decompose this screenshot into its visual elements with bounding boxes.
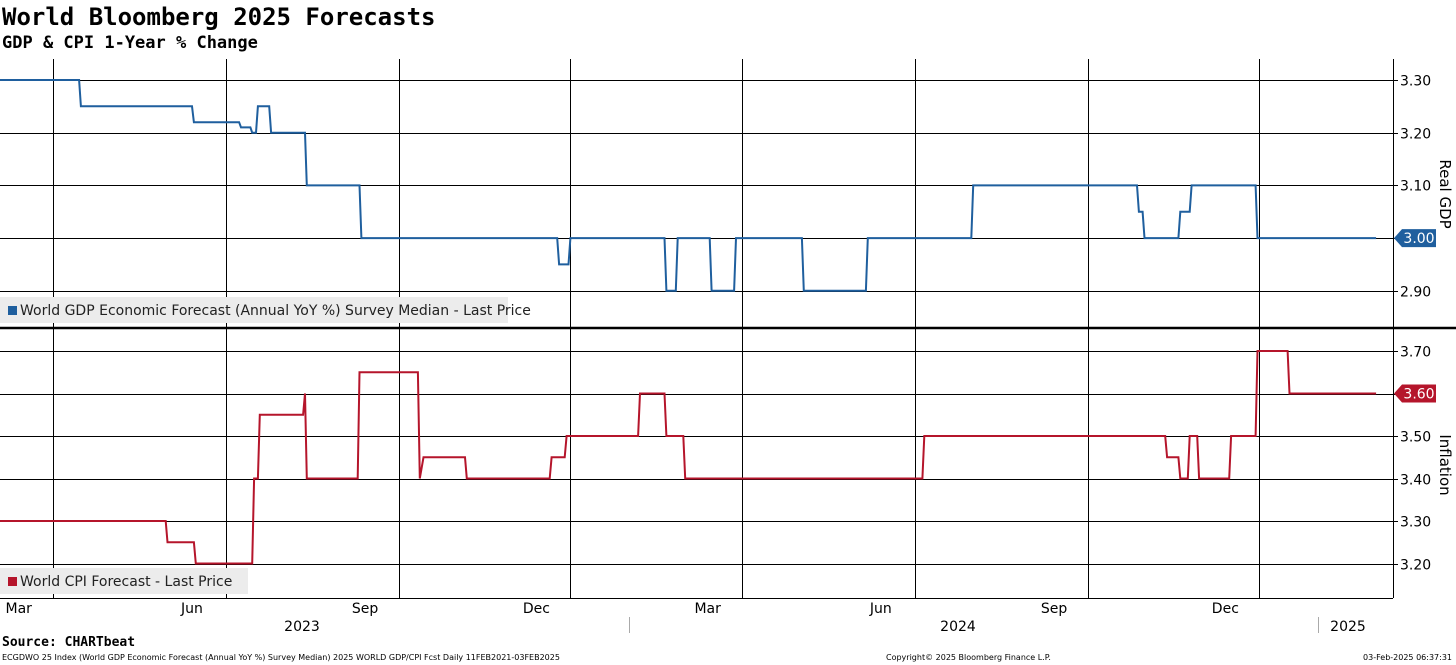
cpi-legend-box [0, 568, 248, 594]
index-description: ECGDWO 25 Index (World GDP Economic Fore… [2, 653, 560, 662]
x-month-label: Sep [1041, 601, 1068, 617]
cpi-y-tick-label: 3.70 [1400, 345, 1431, 361]
cpi-legend-label: World CPI Forecast - Last Price [20, 574, 232, 590]
cpi-y-axis-title: Inflation [1436, 434, 1454, 495]
gdp-y-tick-label: 3.10 [1400, 179, 1431, 195]
x-month-label: Mar [5, 601, 32, 617]
x-month-label: Sep [352, 601, 379, 617]
gdp-legend-label: World GDP Economic Forecast (Annual YoY … [20, 303, 531, 319]
chart-subtitle: GDP & CPI 1-Year % Change [2, 33, 258, 53]
x-month-label: Mar [694, 601, 721, 617]
gdp-legend-box [0, 297, 508, 323]
cpi-y-tick-label: 3.50 [1400, 430, 1431, 446]
gdp-last-value-label: 3.00 [1403, 231, 1434, 247]
gdp-y-axis-title: Real GDP [1436, 159, 1454, 228]
cpi-last-value-label: 3.60 [1403, 387, 1434, 403]
x-month-label: Jun [180, 601, 203, 617]
gdp-y-tick-label: 2.90 [1400, 285, 1431, 301]
gdp-last-value-label-bg [1394, 229, 1436, 248]
x-month-label: Jun [869, 601, 892, 617]
gdp-legend-swatch [8, 306, 17, 315]
copyright-note: Copyright© 2025 Bloomberg Finance L.P. [886, 653, 1051, 662]
x-month-label: Dec [523, 601, 550, 617]
cpi-legend-swatch [8, 577, 17, 586]
chart-title: World Bloomberg 2025 Forecasts [2, 3, 436, 31]
cpi-last-value-label-bg [1394, 384, 1436, 403]
cpi-y-tick-label: 3.30 [1400, 515, 1431, 531]
cpi-y-tick-label: 3.20 [1400, 558, 1431, 574]
x-year-label: 2025 [1330, 619, 1366, 635]
x-year-label: 2024 [940, 619, 976, 635]
gdp-y-tick-label: 3.30 [1400, 74, 1431, 90]
cpi-y-tick-label: 3.40 [1400, 473, 1431, 489]
cpi-series-line [0, 350, 1377, 565]
gdp-series-line [0, 79, 1377, 292]
gdp-y-tick-label: 3.20 [1400, 127, 1431, 143]
source-note: Source: CHARTbeat [2, 635, 136, 650]
timestamp: 03-Feb-2025 06:37:31 [1363, 653, 1452, 662]
x-month-label: Dec [1212, 601, 1239, 617]
x-year-label: 2023 [284, 619, 320, 635]
